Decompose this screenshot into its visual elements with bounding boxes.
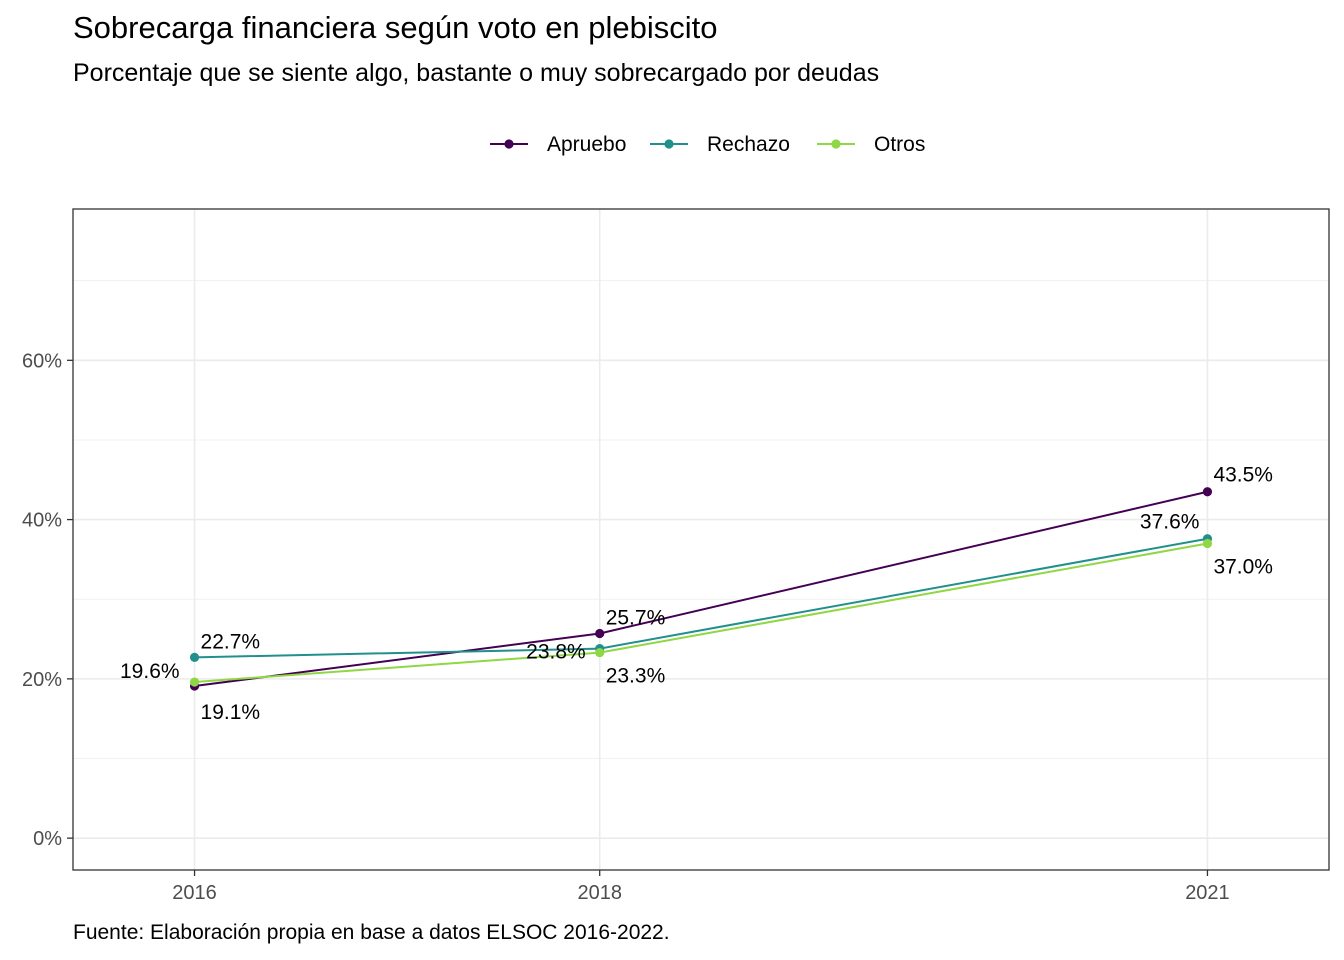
source-caption: Fuente: Elaboración propia en base a dat… bbox=[73, 921, 670, 944]
data-point-apruebo bbox=[595, 628, 605, 639]
x-tick-label: 2016 bbox=[172, 882, 217, 904]
data-label-rechazo: 37.6% bbox=[1140, 511, 1200, 534]
data-point-rechazo bbox=[189, 652, 200, 662]
x-tick-label: 2018 bbox=[577, 882, 622, 904]
legend-label: Rechazo bbox=[707, 133, 790, 156]
data-label-apruebo: 25.7% bbox=[606, 606, 666, 629]
chart-title: Sobrecarga financiera según voto en pleb… bbox=[73, 10, 718, 45]
series-layer bbox=[194, 490, 1208, 688]
data-label-otros: 37.0% bbox=[1213, 555, 1273, 578]
y-tick-label: 0% bbox=[33, 828, 62, 850]
axes: 0% 20% 40% 60% 2016 2018 2021 bbox=[22, 350, 1230, 904]
plot-panel bbox=[72, 208, 1330, 871]
legend-item-apruebo: Apruebo bbox=[490, 133, 626, 156]
data-point-otros bbox=[1202, 538, 1213, 549]
legend-key-point bbox=[504, 139, 514, 149]
data-label-apruebo: 43.5% bbox=[1213, 464, 1273, 487]
data-point-apruebo bbox=[1202, 487, 1213, 497]
y-tick-label: 20% bbox=[22, 669, 62, 691]
data-label-apruebo: 19.1% bbox=[201, 701, 261, 724]
chart-subtitle: Porcentaje que se siente algo, bastante … bbox=[73, 59, 880, 87]
legend-key-point bbox=[831, 139, 841, 149]
legend-item-otros: Otros bbox=[817, 133, 925, 156]
series-line-otros bbox=[194, 542, 1208, 684]
y-tick-label: 60% bbox=[22, 350, 62, 372]
x-tick-label: 2021 bbox=[1185, 882, 1230, 904]
data-point-otros bbox=[595, 647, 605, 658]
data-labels: 19.1% 25.7% 43.5% 22.7% 23.8% 37.6% 19.6% 23.3%… bbox=[120, 464, 1273, 724]
legend-item-rechazo: Rechazo bbox=[650, 133, 790, 156]
data-label-rechazo: 22.7% bbox=[201, 630, 261, 653]
data-label-otros: 19.6% bbox=[120, 660, 180, 683]
data-label-rechazo: 23.8% bbox=[526, 641, 586, 664]
legend: Apruebo Rechazo Otros bbox=[490, 133, 925, 156]
y-tick-label: 40% bbox=[22, 510, 62, 532]
legend-label: Apruebo bbox=[547, 133, 626, 156]
gridlines bbox=[73, 209, 1329, 870]
legend-key-point bbox=[664, 139, 674, 149]
data-point-otros bbox=[189, 677, 200, 687]
legend-label: Otros bbox=[874, 133, 925, 156]
series-line-rechazo bbox=[194, 537, 1208, 659]
series-line-apruebo bbox=[194, 490, 1208, 688]
data-label-otros: 23.3% bbox=[606, 665, 666, 688]
points-layer bbox=[189, 487, 1213, 691]
